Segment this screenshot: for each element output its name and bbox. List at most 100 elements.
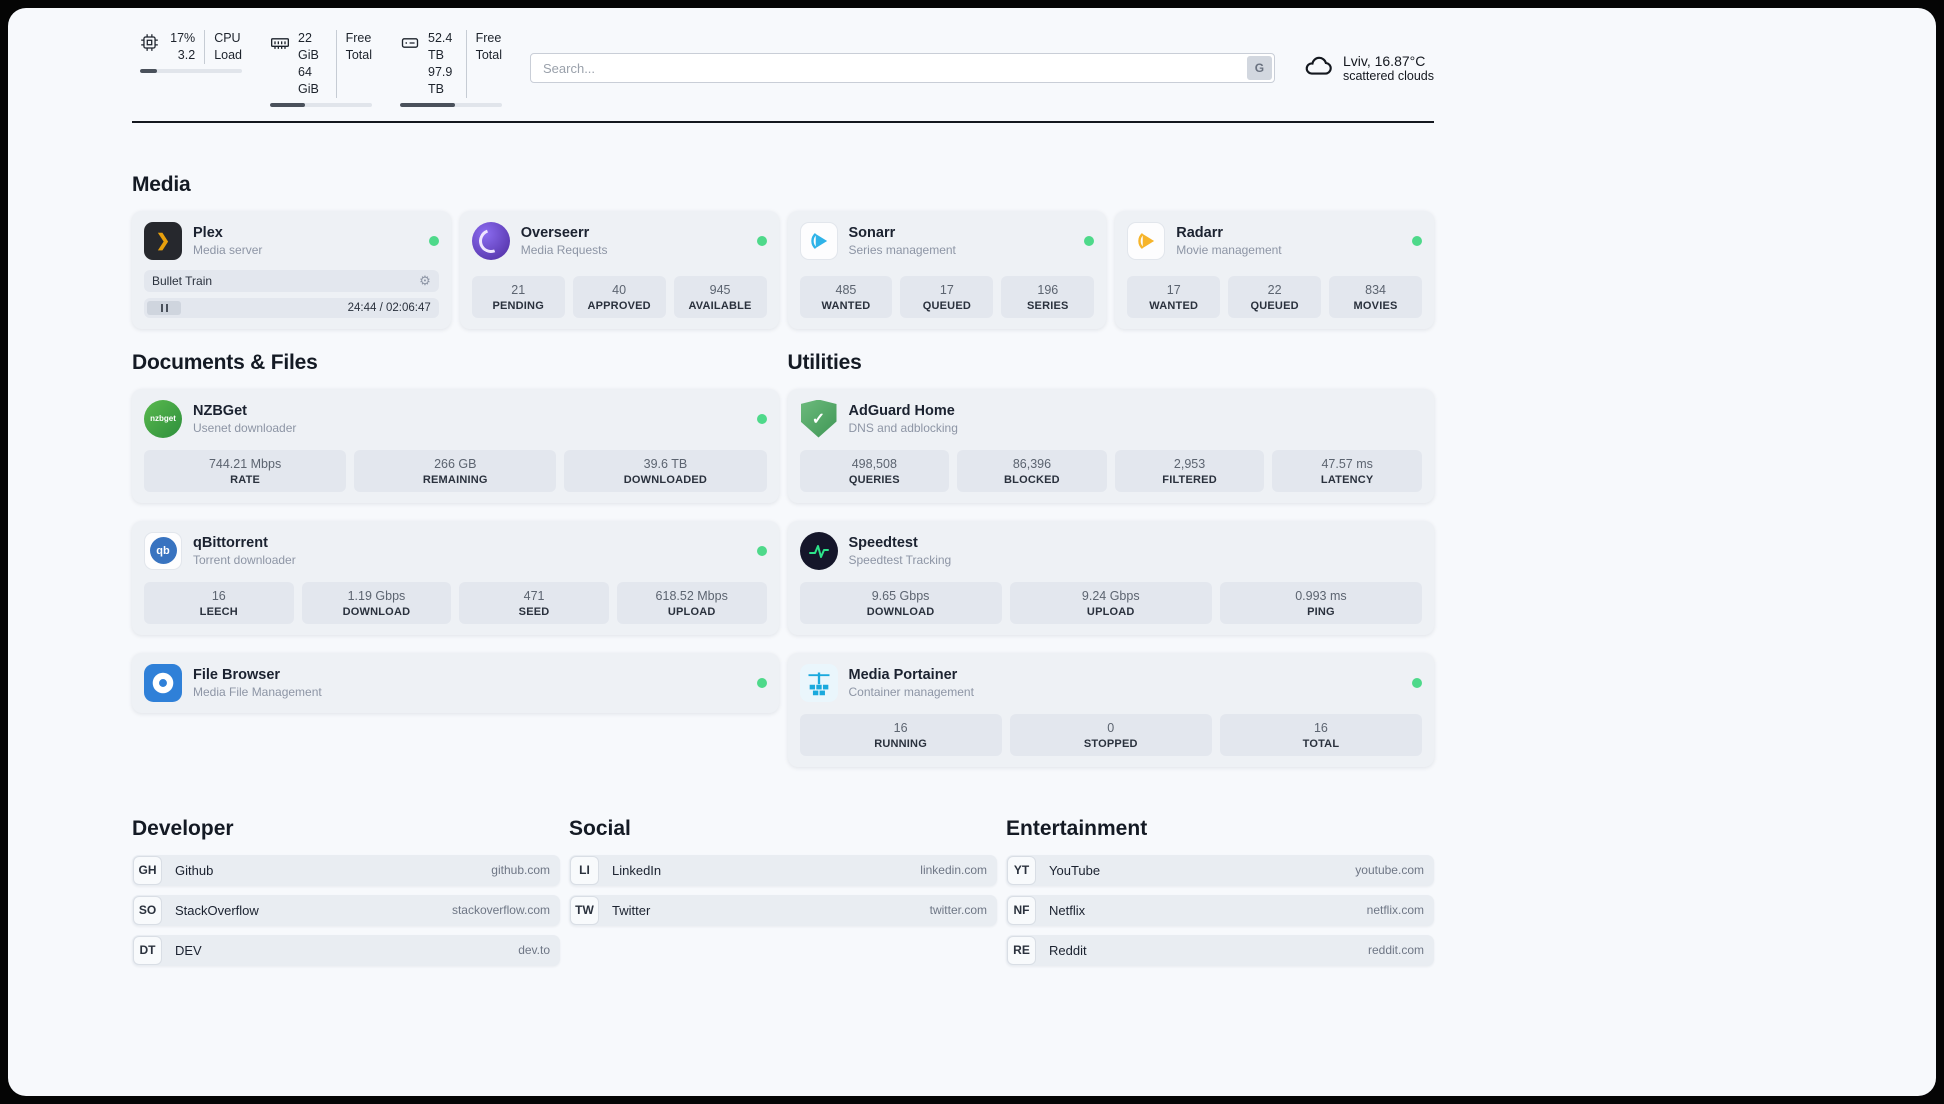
portainer-icon [799,663,838,702]
bookmark-twitter[interactable]: TW Twitter twitter.com [569,894,997,926]
app-name: Overseerr [520,224,590,241]
stats-row: 16 LEECH 1.19 Gbps DOWNLOAD 471 SEED [144,581,767,624]
media-grid: ❯ Plex Media server Bullet Train ⚙ [132,210,1434,329]
netflix-icon: NF [1007,895,1036,925]
disk-metric: 52.4 TB 97.9 TB Free Total [400,30,502,107]
youtube-icon: YT [1007,855,1036,885]
app-card-speedtest[interactable]: Speedtest Speedtest Tracking 9.65 Gbps D… [787,520,1434,635]
player-time: 24:44 / 02:06:47 [347,301,431,314]
weather-location: Lviv, 16.87°C [1342,53,1426,70]
disk-progress-track [400,102,502,107]
disk-free-value: 52.4 TB [428,31,453,62]
linkedin-icon: LI [570,855,599,885]
disk-total-value: 97.9 TB [428,64,453,96]
plex-icon: ❯ [144,221,182,260]
bookmark-group-developer: Developer GH Github github.com SO StackO… [132,817,560,975]
status-dot [756,677,767,688]
ram-free-label: Free [345,31,372,45]
app-card-adguard[interactable]: ✓ AdGuard Home DNS and adblocking 498,50… [787,388,1434,503]
app-card-radarr[interactable]: Radarr Movie management 17 WANTED 22 QUE… [1115,210,1434,329]
app-desc: Speedtest Tracking [848,552,952,567]
stats-row: 21 PENDING 40 APPROVED 945 AVAILABLE [471,275,767,318]
status-dot [756,413,767,424]
stat-total: 16 TOTAL [1219,713,1423,756]
bookmark-github[interactable]: GH Github github.com [132,854,560,886]
stackoverflow-icon: SO [133,895,162,925]
stat-series: 196 SERIES [1001,275,1095,318]
stat-seed: 471 SEED [459,581,609,624]
stats-row: 498,508 QUERIES 86,396 BLOCKED 2,953 FIL… [799,449,1422,492]
search-engine-button[interactable]: G [1246,56,1272,81]
stat-upload: 618.52 Mbps UPLOAD [616,581,767,624]
stat-available: 945 AVAILABLE [673,275,767,318]
overseerr-icon [471,221,510,260]
now-playing-title: Bullet Train [152,273,213,288]
stat-queued: 22 QUEUED [1228,275,1322,318]
app-name: Radarr [1176,224,1223,241]
metric-divider [335,30,337,98]
ram-total-value: 64 GiB [298,64,319,96]
app-desc: DNS and adblocking [848,420,958,435]
now-playing-bar: Bullet Train ⚙ [144,269,439,292]
disk-free-label: Free [475,31,502,45]
pause-button[interactable] [147,300,181,315]
stat-stopped: 0 STOPPED [1009,713,1212,756]
bookmark-linkedin[interactable]: LI LinkedIn linkedin.com [569,854,997,886]
app-card-sonarr[interactable]: Sonarr Series management 485 WANTED 17 Q… [787,210,1107,329]
bookmark-youtube[interactable]: YT YouTube youtube.com [1006,854,1434,886]
stat-upload: 9.24 Gbps UPLOAD [1009,581,1212,624]
sonarr-icon [799,221,838,260]
stat-queries: 498,508 QUERIES [799,449,950,492]
section-title-media: Media [132,172,191,196]
adguard-icon: ✓ [800,399,838,438]
bookmark-dev[interactable]: DT DEV dev.to [132,934,560,966]
disk-icon [400,33,420,58]
bookmark-reddit[interactable]: RE Reddit reddit.com [1006,934,1434,966]
status-dot [1084,235,1095,246]
stat-queued: 17 QUEUED [900,275,994,318]
dashboard-board: 17% 3.2 CPU Load [8,8,1936,1096]
disk-progress-fill [400,102,456,107]
app-card-filebrowser[interactable]: File Browser Media File Management [132,652,779,713]
app-name: AdGuard Home [848,402,955,419]
stats-row: 485 WANTED 17 QUEUED 196 SERIES [799,275,1095,318]
status-dot [756,545,767,556]
ram-icon [270,33,290,58]
cpu-load-label: Load [214,47,242,62]
stat-ping: 0.993 ms PING [1219,581,1423,624]
app-card-portainer[interactable]: Media Portainer Container management 16 … [787,652,1434,767]
app-card-plex[interactable]: ❯ Plex Media server Bullet Train ⚙ [132,210,451,329]
app-name: Sonarr [848,224,896,241]
app-name: File Browser [193,666,281,683]
search-input[interactable] [530,53,1275,84]
gear-icon[interactable]: ⚙ [419,272,431,288]
nzbget-icon: nzbget [144,399,182,438]
app-card-overseerr[interactable]: Overseerr Media Requests 21 PENDING 40 A… [459,210,779,329]
stat-download: 9.65 Gbps DOWNLOAD [799,581,1002,624]
stat-filtered: 2,953 FILTERED [1114,449,1265,492]
stats-row: 17 WANTED 22 QUEUED 834 MOVIES [1127,275,1423,318]
stat-pending: 21 PENDING [471,275,565,318]
bookmark-stackoverflow[interactable]: SO StackOverflow stackoverflow.com [132,894,560,926]
stat-leech: 16 LEECH [144,581,294,624]
ram-progress-fill [270,102,305,107]
ram-free-value: 22 GiB [298,31,319,62]
app-name: NZBGet [193,402,247,419]
app-name: Speedtest [848,534,918,551]
app-name: Media Portainer [848,666,958,683]
app-card-nzbget[interactable]: nzbget NZBGet Usenet downloader 744.21 M… [132,388,779,503]
header-divider [132,120,1434,123]
app-desc: Series management [848,242,956,257]
top-bar: 17% 3.2 CPU Load [132,30,1434,107]
stat-running: 16 RUNNING [799,713,1002,756]
stats-row: 9.65 Gbps DOWNLOAD 9.24 Gbps UPLOAD 0.99… [799,581,1423,624]
ram-progress-track [270,102,372,107]
filebrowser-icon [144,663,182,702]
metric-divider [204,30,206,64]
bookmark-netflix[interactable]: NF Netflix netflix.com [1006,894,1434,926]
cpu-label: CPU [214,31,241,45]
stat-wanted: 17 WANTED [1127,275,1221,318]
app-card-qbittorrent[interactable]: qb qBittorrent Torrent downloader 16 [132,520,779,635]
cpu-metric: 17% 3.2 CPU Load [140,30,242,107]
weather-condition: scattered clouds [1342,69,1434,84]
